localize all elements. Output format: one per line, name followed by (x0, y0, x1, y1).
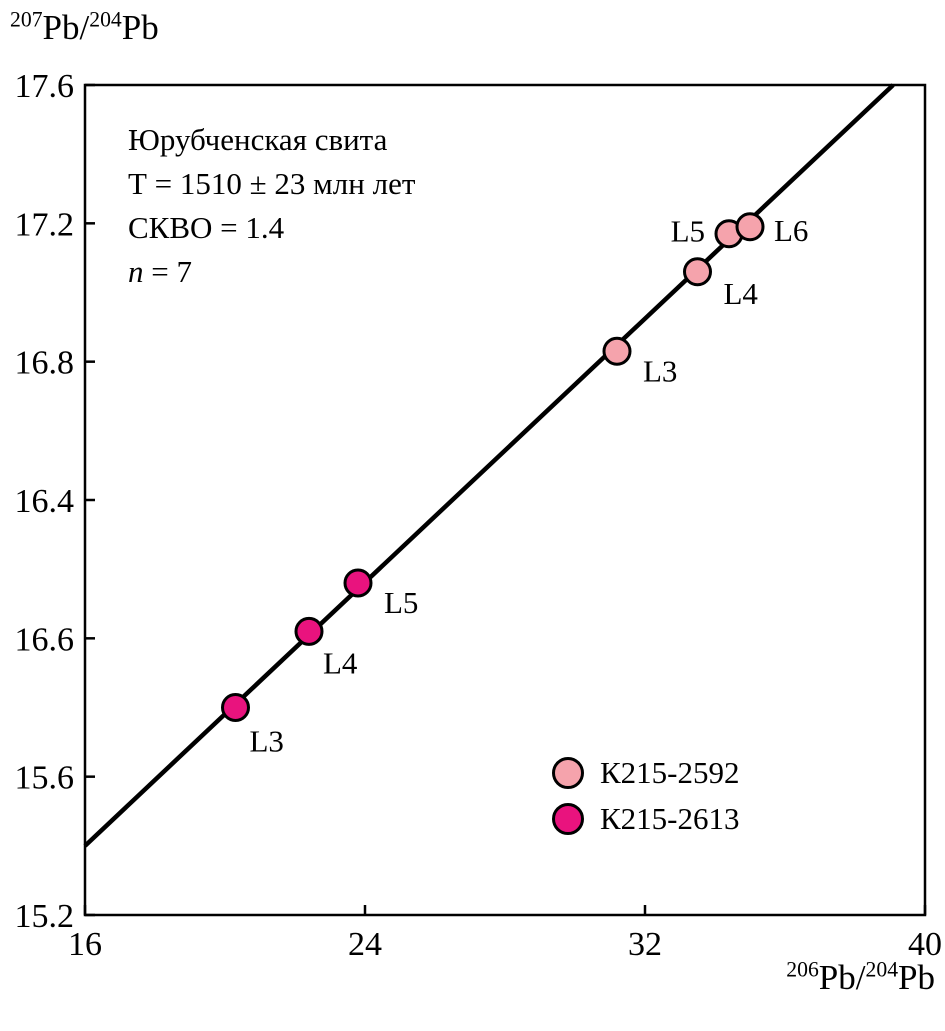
x-axis-title-sup-1: 206 (786, 957, 819, 982)
point-label-К215-2613-L5: L5 (384, 585, 418, 620)
x-axis-title: 206Pb/204Pb (640, 958, 935, 998)
x-tick-label: 24 (348, 926, 382, 963)
y-axis-title-text-1: Pb/ (42, 8, 90, 47)
legend: К215-2592 К215-2613 (552, 750, 740, 842)
x-axis-title-text-1: Pb/ (818, 958, 866, 997)
x-axis-title-text-2: Pb (898, 958, 935, 997)
data-point-К215-2613-L5 (343, 568, 373, 598)
data-point-К215-2613-L4 (294, 616, 324, 646)
y-tick-label: 15.2 (15, 898, 75, 935)
data-point-К215-2592-L3 (602, 336, 632, 366)
legend-label-k215-2613: К215-2613 (600, 801, 740, 836)
point-label-К215-2613-L4: L4 (323, 645, 358, 680)
annotation-age: Т = 1510 ± 23 млн лет (128, 166, 416, 201)
x-axis-title-sup-2: 204 (865, 957, 899, 982)
y-axis-title: 207Pb/204Pb (10, 8, 159, 48)
legend-entry-k215-2613: К215-2613 (552, 796, 740, 842)
y-axis-title-sup-2: 204 (89, 7, 122, 32)
x-tick-label: 16 (68, 926, 102, 963)
annotation-suite-name: Юрубченская свита (128, 122, 388, 157)
annotation-n-symbol: n (128, 254, 144, 289)
point-label-К215-2592-L4: L4 (724, 276, 759, 311)
point-label-К215-2592-L3: L3 (643, 353, 677, 388)
legend-swatch-k215-2592 (552, 757, 584, 789)
data-point-К215-2592-L4 (683, 257, 712, 287)
y-axis-title-sup-1: 207 (10, 7, 43, 32)
point-label-К215-2592-L6: L6 (774, 213, 808, 248)
legend-entry-k215-2592: К215-2592 (552, 750, 740, 796)
data-point-К215-2613-L3 (221, 693, 250, 722)
y-tick-label: 17.6 (15, 68, 75, 105)
legend-swatch-k215-2613 (552, 803, 584, 835)
annotation-block: Юрубченская свита Т = 1510 ± 23 млн лет … (128, 118, 415, 294)
data-point-К215-2592-L6 (735, 212, 765, 242)
y-tick-label: 16.4 (15, 483, 75, 520)
isochron-line (83, 83, 895, 848)
y-axis-title-text-2: Pb (121, 8, 159, 47)
legend-label-k215-2592: К215-2592 (600, 755, 740, 790)
y-tick-label: 17.2 (15, 206, 75, 243)
x-tick-label: 32 (628, 926, 662, 963)
y-tick-label: 15.6 (15, 760, 75, 797)
point-label-К215-2592-L5: L5 (671, 214, 705, 249)
annotation-n-value: = 7 (143, 254, 192, 289)
x-tick-label: 40 (908, 926, 942, 963)
y-tick-label: 16.6 (15, 621, 75, 658)
annotation-n: n = 7 (128, 250, 415, 294)
annotation-mswd: СКВО = 1.4 (128, 210, 285, 245)
point-label-К215-2613-L3: L3 (250, 724, 284, 759)
y-tick-label: 16.8 (15, 345, 75, 382)
